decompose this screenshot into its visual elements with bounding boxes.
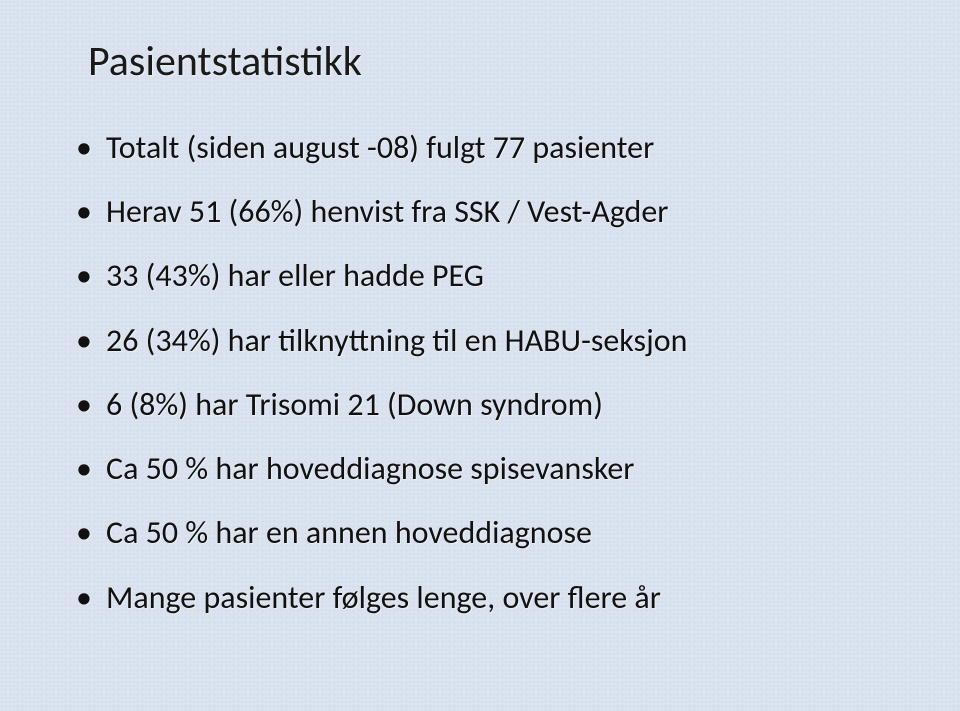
slide: Pasientstatistikk Totalt (siden august -…: [0, 0, 960, 711]
list-item: 33 (43%) har eller hadde PEG: [70, 255, 900, 297]
list-item: 26 (34%) har tilknyttning til en HABU-se…: [70, 320, 900, 362]
list-item: Herav 51 (66%) henvist fra SSK / Vest-Ag…: [70, 191, 900, 233]
list-item: 6 (8%) har Trisomi 21 (Down syndrom): [70, 384, 900, 426]
list-item: Totalt (siden august -08) fulgt 77 pasie…: [70, 127, 900, 169]
list-item: Ca 50 % har hoveddiagnose spisevansker: [70, 448, 900, 490]
list-item: Mange pasienter følges lenge, over flere…: [70, 577, 900, 619]
bullet-list: Totalt (siden august -08) fulgt 77 pasie…: [70, 127, 900, 619]
list-item: Ca 50 % har en annen hoveddiagnose: [70, 512, 900, 554]
slide-title: Pasientstatistikk: [88, 36, 900, 87]
